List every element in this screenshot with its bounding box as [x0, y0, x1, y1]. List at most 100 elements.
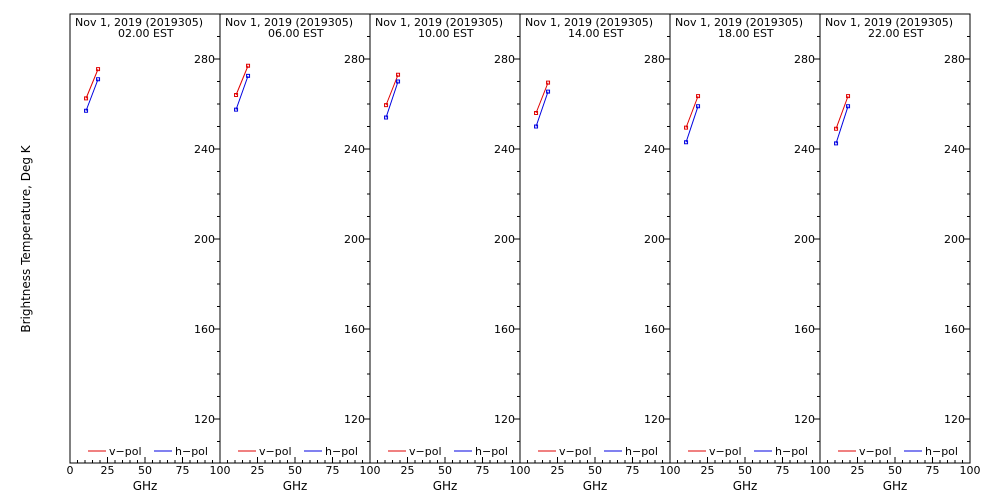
- x-tick-label: 25: [101, 464, 115, 477]
- h-pol-line: [835, 106, 849, 144]
- y-tick-label: 160: [494, 323, 515, 336]
- legend-label-v-pol: v−pol: [259, 445, 292, 458]
- x-tick-label: 0: [67, 464, 74, 477]
- legend: v−pol h−pol: [838, 445, 958, 458]
- panel-subtitle: 22.00 EST: [868, 27, 924, 40]
- panel-title: Nov 1, 2019 (2019305): [75, 16, 203, 29]
- h-pol-point: [834, 141, 839, 146]
- x-tick-label: 100: [510, 464, 531, 477]
- panel-subtitle: 10.00 EST: [418, 27, 474, 40]
- v-pol-point: [234, 93, 239, 97]
- y-tick-label: 120: [494, 413, 515, 426]
- x-tick-label: 100: [210, 464, 231, 477]
- legend: v−pol h−pol: [538, 445, 658, 458]
- x-tick-label: 75: [926, 464, 940, 477]
- x-tick-label: 100: [810, 464, 831, 477]
- v-pol-point: [96, 67, 101, 72]
- y-tick-label: 240: [194, 143, 215, 156]
- panel-2: 120 160 200 240 280 25 50 75 100 GHz Nov 1, 2019 (…: [219, 13, 381, 493]
- x-axis-label: GHz: [883, 479, 908, 493]
- panel-title: Nov 1, 2019 (2019305): [825, 16, 953, 29]
- y-tick-label: 160: [194, 323, 215, 336]
- x-tick-label: 100: [660, 464, 681, 477]
- v-pol-point: [384, 103, 389, 108]
- y-tick-label: 120: [944, 413, 965, 426]
- y-tick-label: 200: [344, 233, 365, 246]
- x-tick-label: 25: [551, 464, 565, 477]
- h-pol-point: [84, 108, 89, 113]
- y-tick-label: 240: [494, 143, 515, 156]
- h-pol-point: [234, 107, 239, 112]
- y-tick-label: 240: [794, 143, 815, 156]
- x-tick-label: 50: [738, 464, 752, 477]
- x-tick-label: 75: [176, 464, 190, 477]
- legend-label-v-pol: v−pol: [559, 445, 592, 458]
- v-pol-line: [85, 68, 99, 99]
- y-tick-label: 240: [344, 143, 365, 156]
- h-pol-point: [684, 140, 689, 145]
- x-axis-label: GHz: [733, 479, 758, 493]
- y-tick-label: 280: [494, 53, 515, 66]
- x-tick-label: 50: [288, 464, 302, 477]
- y-tick-label: 240: [644, 143, 665, 156]
- panel-title: Nov 1, 2019 (2019305): [375, 16, 503, 29]
- legend: v−pol h−pol: [238, 445, 358, 458]
- h-pol-line: [535, 91, 549, 127]
- x-axis-label: GHz: [133, 479, 158, 493]
- v-pol-point: [834, 126, 839, 131]
- y-tick-label: 280: [194, 53, 215, 66]
- panel-subtitle: 18.00 EST: [718, 27, 774, 40]
- v-pol-point: [684, 125, 689, 130]
- v-pol-point: [246, 63, 251, 68]
- y-tick-label: 160: [344, 323, 365, 336]
- x-tick-label: 75: [776, 464, 790, 477]
- h-pol-point: [696, 104, 701, 109]
- legend-label-h-pol: h−pol: [775, 445, 808, 458]
- x-axis-label: GHz: [433, 479, 458, 493]
- x-tick-label: 50: [438, 464, 452, 477]
- y-axis-label: Brightness Temperature, Deg K: [19, 144, 33, 332]
- v-pol-point: [534, 111, 539, 115]
- v-pol-point: [84, 96, 89, 101]
- legend: v−pol h−pol: [388, 445, 508, 458]
- x-tick-label: 100: [960, 464, 981, 477]
- h-pol-point: [534, 124, 539, 129]
- v-pol-line: [235, 65, 249, 96]
- legend-label-v-pol: v−pol: [109, 445, 142, 458]
- h-pol-point: [546, 89, 551, 94]
- x-tick-label: 50: [888, 464, 902, 477]
- v-pol-line: [835, 95, 849, 129]
- legend-label-v-pol: v−pol: [409, 445, 442, 458]
- panel-title: Nov 1, 2019 (2019305): [525, 16, 653, 29]
- h-pol-line: [85, 79, 99, 111]
- h-pol-point: [96, 77, 101, 82]
- v-pol-point: [846, 94, 851, 99]
- panel-4: 120 160 200 240 280 25 50 75 100 GHz Nov 1, 2019 (…: [519, 13, 681, 493]
- x-tick-label: 50: [138, 464, 152, 477]
- y-tick-label: 120: [644, 413, 665, 426]
- legend-label-h-pol: h−pol: [625, 445, 658, 458]
- y-tick-label: 160: [944, 323, 965, 336]
- panel-title: Nov 1, 2019 (2019305): [675, 16, 803, 29]
- panel-5: 120 160 200 240 280 25 50 75 100 GHz Nov 1, 2019 (…: [669, 13, 831, 493]
- legend-label-v-pol: v−pol: [859, 445, 892, 458]
- x-tick-label: 75: [626, 464, 640, 477]
- x-tick-label: 50: [588, 464, 602, 477]
- h-pol-point: [846, 104, 851, 109]
- legend-label-h-pol: h−pol: [175, 445, 208, 458]
- x-tick-label: 75: [476, 464, 490, 477]
- v-pol-line: [535, 82, 549, 114]
- panel-title: Nov 1, 2019 (2019305): [225, 16, 353, 29]
- h-pol-point: [384, 115, 389, 120]
- legend-label-h-pol: h−pol: [475, 445, 508, 458]
- legend-label-v-pol: v−pol: [709, 445, 742, 458]
- legend: v−pol h−pol: [688, 445, 808, 458]
- y-tick-label: 200: [494, 233, 515, 246]
- v-pol-point: [696, 94, 701, 99]
- panel-6: 120 160 200 240 280 25 50 75 100 GHz Nov 1, 2019 (…: [819, 13, 981, 493]
- y-tick-label: 160: [644, 323, 665, 336]
- x-tick-label: 75: [326, 464, 340, 477]
- panel-subtitle: 14.00 EST: [568, 27, 624, 40]
